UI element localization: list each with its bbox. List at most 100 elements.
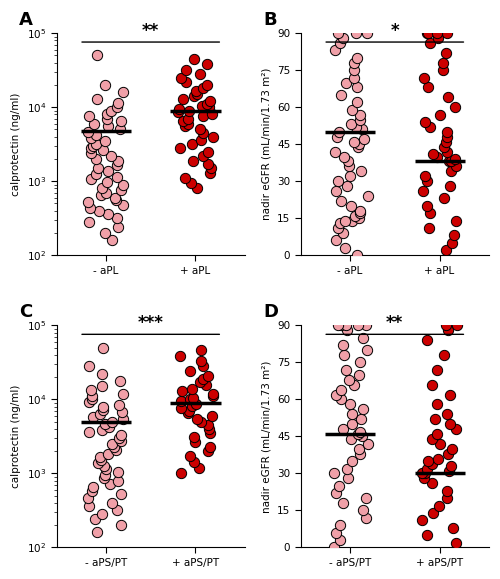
Point [120,200,128,210]
Point [100,80,108,90]
Point [362,513,370,522]
Point [198,362,206,371]
Point [342,321,350,330]
Point [180,116,188,126]
Point [202,381,209,390]
Point [114,476,122,485]
Point [204,420,212,430]
Point [184,409,192,418]
Point [352,122,360,131]
Point [99,343,107,353]
Point [85,218,93,227]
Point [446,181,454,190]
Point [88,486,96,496]
Point [350,73,358,82]
Point [88,392,96,401]
Point [93,94,101,104]
Point [209,391,217,401]
Point [434,34,442,43]
Point [338,34,346,43]
Point [334,177,342,186]
Point [428,479,436,488]
Point [182,77,190,86]
Point [108,417,116,426]
Point [332,236,340,245]
Point [347,434,355,444]
Point [98,425,106,434]
Point [446,420,454,429]
Point [452,162,460,171]
Point [332,186,340,196]
Point [102,228,110,237]
Point [364,191,372,200]
Point [114,505,122,515]
Point [356,206,364,215]
Point [186,395,194,404]
Point [179,94,187,104]
Point [193,90,201,99]
Point [346,400,354,409]
Point [419,186,427,196]
Point [421,469,429,478]
Point [338,385,345,394]
Point [355,140,363,149]
Point [344,157,351,166]
Point [352,211,360,221]
Point [442,409,450,419]
Point [117,116,125,126]
Point [353,251,361,260]
Point [350,137,358,146]
Point [354,83,362,92]
Point [99,402,107,412]
Point [98,510,106,519]
Point [204,147,212,156]
Point [110,443,118,452]
Point [94,163,102,173]
Point [342,78,350,87]
Point [96,410,104,419]
Point [429,508,437,518]
Point [208,411,216,420]
Point [334,321,342,330]
Point [452,424,460,434]
Point [444,127,452,137]
Y-axis label: calprotectin (ng/ml): calprotectin (ng/ml) [11,93,21,196]
Point [107,151,115,160]
Point [196,417,204,426]
Point [344,474,352,483]
Point [422,464,430,473]
Point [108,439,116,449]
Point [448,238,456,247]
Point [444,93,452,102]
Point [357,415,365,424]
Point [356,110,364,119]
Point [337,321,345,330]
Point [344,326,351,335]
Point [107,106,115,115]
Point [363,346,371,355]
Point [108,236,116,245]
Point [117,430,125,439]
Point [207,163,215,173]
Point [452,216,460,225]
Point [354,142,362,151]
Point [446,390,454,399]
Point [450,231,458,240]
Point [178,73,186,82]
Point [105,423,113,432]
Point [189,156,197,165]
Point [103,109,111,118]
Y-axis label: nadir eGFR (mL/min/1.73 m²): nadir eGFR (mL/min/1.73 m²) [262,68,272,221]
Point [332,489,340,498]
Point [426,208,434,218]
Point [92,130,100,140]
Point [344,375,352,384]
Point [104,210,112,219]
Point [100,420,108,429]
Point [334,223,342,233]
Point [117,490,125,499]
Point [452,102,460,112]
Point [100,461,108,471]
Point [90,119,98,128]
Point [206,168,214,177]
